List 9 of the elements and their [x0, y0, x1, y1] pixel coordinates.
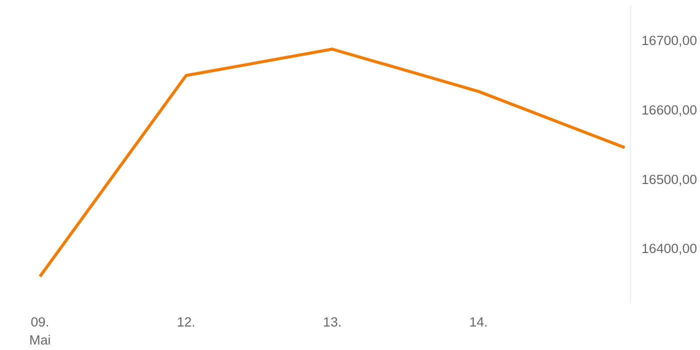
y-tick-label: 16400,00: [642, 241, 698, 256]
y-tick-label: 16600,00: [642, 102, 698, 118]
x-tick-label: 12.: [176, 314, 196, 330]
x-tick-label: 14.: [469, 314, 488, 330]
x-tick-label: 09. Mai: [29, 314, 51, 348]
x-tick-label: 13.: [323, 314, 342, 330]
y-tick-label: 16500,00: [642, 172, 698, 187]
line-series: [38, 48, 626, 278]
y-tick-label: 16700,00: [642, 33, 698, 48]
